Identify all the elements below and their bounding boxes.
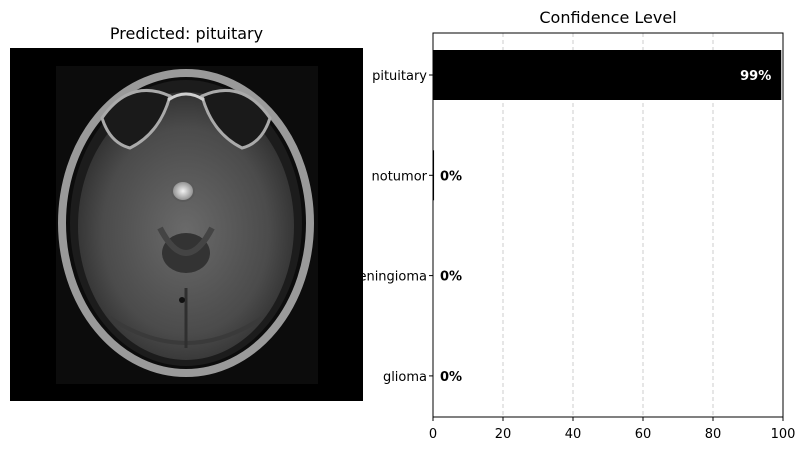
bar-notumor <box>433 150 435 201</box>
x-tick-label: 0 <box>429 427 437 442</box>
y-tick-label: pituitary <box>372 69 427 84</box>
data-label: 0% <box>440 370 462 385</box>
data-label: 99% <box>740 69 771 84</box>
chart-title: Confidence Level <box>539 8 677 27</box>
x-tick-label: 40 <box>565 427 582 442</box>
bar-pituitary <box>433 50 782 100</box>
x-tick-label: 80 <box>705 427 722 442</box>
image-title: Predicted: pituitary <box>109 24 264 43</box>
data-label: 0% <box>440 169 462 184</box>
x-tick-label: 100 <box>771 427 796 442</box>
x-tick-label: 20 <box>495 427 512 442</box>
brain-mri-image <box>10 48 363 401</box>
data-label: 0% <box>440 270 462 285</box>
y-tick-label: glioma <box>383 370 427 385</box>
plot-frame <box>432 32 784 418</box>
y-tick-label: meningioma <box>346 270 427 285</box>
y-tick-label: notumor <box>372 169 428 184</box>
x-tick-label: 60 <box>635 427 652 442</box>
brain-mri-icon <box>10 48 363 401</box>
